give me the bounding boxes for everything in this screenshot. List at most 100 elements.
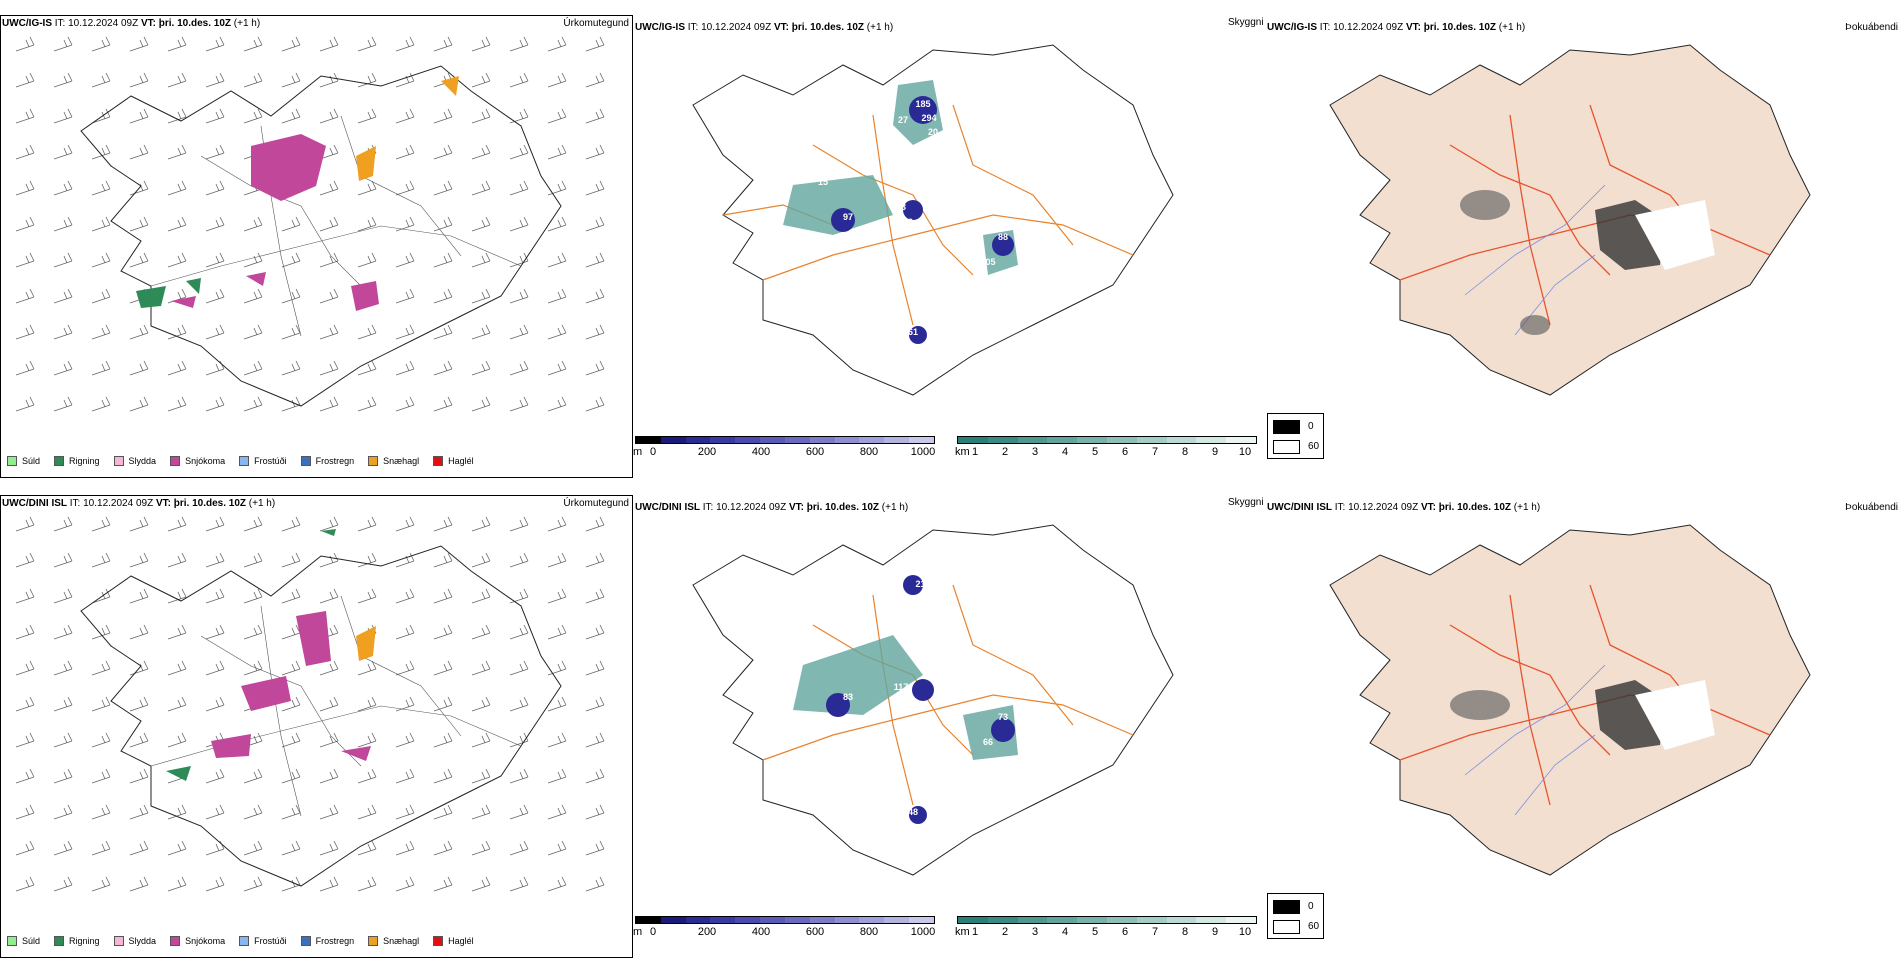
colorbar-segment	[1166, 437, 1197, 443]
wind-barb	[91, 516, 111, 532]
wind-barb	[471, 396, 491, 412]
wind-barb	[395, 144, 415, 160]
visibility-ceiling-panel: UWC/IG-IS IT: 10.12.2024 09Z VT: þri. 10…	[633, 0, 1264, 470]
legend-swatch	[113, 456, 124, 466]
wind-barb	[395, 804, 415, 820]
wind-barb	[471, 72, 491, 88]
wind-barb	[585, 72, 605, 88]
wind-barb	[547, 624, 567, 640]
visibility-colorbar	[957, 916, 1257, 924]
iceland-coastline	[80, 65, 562, 407]
wind-barb	[167, 252, 187, 268]
legend-swatch	[7, 456, 17, 466]
wind-barb	[15, 108, 35, 124]
wind-barb	[509, 180, 529, 196]
wind-barb	[167, 588, 187, 604]
scale-tick: 600	[805, 926, 825, 938]
wind-barb	[53, 288, 73, 304]
scale-tick: 4	[1061, 446, 1069, 458]
wind-barb	[15, 624, 35, 640]
model-name: UWC/DINI ISL	[1267, 502, 1332, 513]
wind-barb	[91, 324, 111, 340]
legend-item-súld: Súld	[7, 936, 40, 946]
colorbar-segment	[1106, 437, 1137, 443]
wind-barb	[319, 396, 339, 412]
wind-barb	[585, 324, 605, 340]
legend-swatch	[239, 456, 250, 466]
wind-barb	[319, 36, 339, 52]
wind-barb	[547, 660, 567, 676]
fog-areas	[1450, 680, 1715, 750]
wind-barb	[53, 552, 73, 568]
ceiling-scale: m 0 200 400 600 800 1000	[633, 436, 936, 460]
wind-barb	[395, 732, 415, 748]
scale-tick: 9	[1211, 446, 1219, 458]
wind-barb	[167, 180, 187, 196]
ceiling-label: 157	[895, 595, 910, 605]
scale-tick: 800	[859, 926, 879, 938]
wind-barb	[129, 360, 149, 376]
wind-barb	[53, 324, 73, 340]
fog-map	[1329, 44, 1811, 396]
wind-barb	[129, 732, 149, 748]
wind-barb	[395, 516, 415, 532]
legend-swatch	[300, 456, 311, 466]
scale-tick: 1000	[910, 446, 936, 458]
colorbar-segment	[1047, 917, 1078, 923]
wind-barb	[357, 360, 377, 376]
wind-barb	[243, 36, 263, 52]
wind-barb	[91, 252, 111, 268]
legend-label: Haglél	[448, 456, 474, 466]
fog-label-0: 0	[1308, 421, 1314, 432]
ceiling-label: 185	[915, 99, 930, 109]
wind-barb	[129, 876, 149, 892]
colorbar-segment	[710, 437, 736, 443]
ceiling-label: 8	[780, 147, 785, 157]
wind-barb	[547, 288, 567, 304]
ceiling-label: 111	[941, 145, 955, 155]
wind-barb	[15, 840, 35, 856]
vt-value: þri. 10.des. 10Z	[1423, 22, 1497, 33]
wind-barb	[395, 876, 415, 892]
vt-label: VT:	[155, 498, 171, 509]
legend-item-frostregn: Frostregn	[300, 936, 354, 946]
legend-label: Súld	[22, 456, 41, 466]
wind-barb	[357, 396, 377, 412]
ceiling-scale: m 0 200 400 600 800 1000	[633, 916, 935, 940]
wind-barb	[585, 252, 605, 268]
colorbar-segment	[909, 437, 934, 443]
wind-barb	[433, 288, 453, 304]
wind-barb	[509, 108, 529, 124]
model-name: UWC/DINI ISL	[635, 502, 700, 513]
ceiling-label: 68	[928, 607, 938, 617]
colorbar-segment	[784, 917, 810, 923]
wind-barb	[53, 840, 73, 856]
wind-barb	[585, 876, 605, 892]
wind-barb	[243, 324, 263, 340]
wind-barb	[433, 360, 453, 376]
colorbar-segment	[809, 917, 835, 923]
wind-barb	[471, 732, 491, 748]
wind-barb	[395, 36, 415, 52]
it-label: IT:	[1319, 22, 1331, 33]
wind-barb	[547, 72, 567, 88]
ceiling-label: 212	[915, 579, 930, 589]
scale-unit: m	[633, 926, 643, 938]
wind-barb	[547, 360, 567, 376]
colorbar-segment	[636, 917, 661, 923]
legend-swatch	[7, 936, 17, 946]
panel-title: Þokuábendi	[1845, 22, 1898, 33]
colorbar-segment	[859, 437, 885, 443]
wind-barb	[15, 252, 35, 268]
colorbar-segment	[760, 917, 785, 923]
wind-barb	[319, 180, 339, 196]
wind-barb	[319, 588, 339, 604]
legend-swatch	[433, 936, 444, 946]
wind-barb	[53, 216, 73, 232]
vt-value: þri. 10.des. 10Z	[806, 502, 880, 513]
wind-barb	[15, 216, 35, 232]
legend-item-rigning: Rigning	[54, 456, 100, 466]
wind-barb	[471, 288, 491, 304]
wind-barb	[205, 216, 225, 232]
wind-barb	[357, 840, 377, 856]
